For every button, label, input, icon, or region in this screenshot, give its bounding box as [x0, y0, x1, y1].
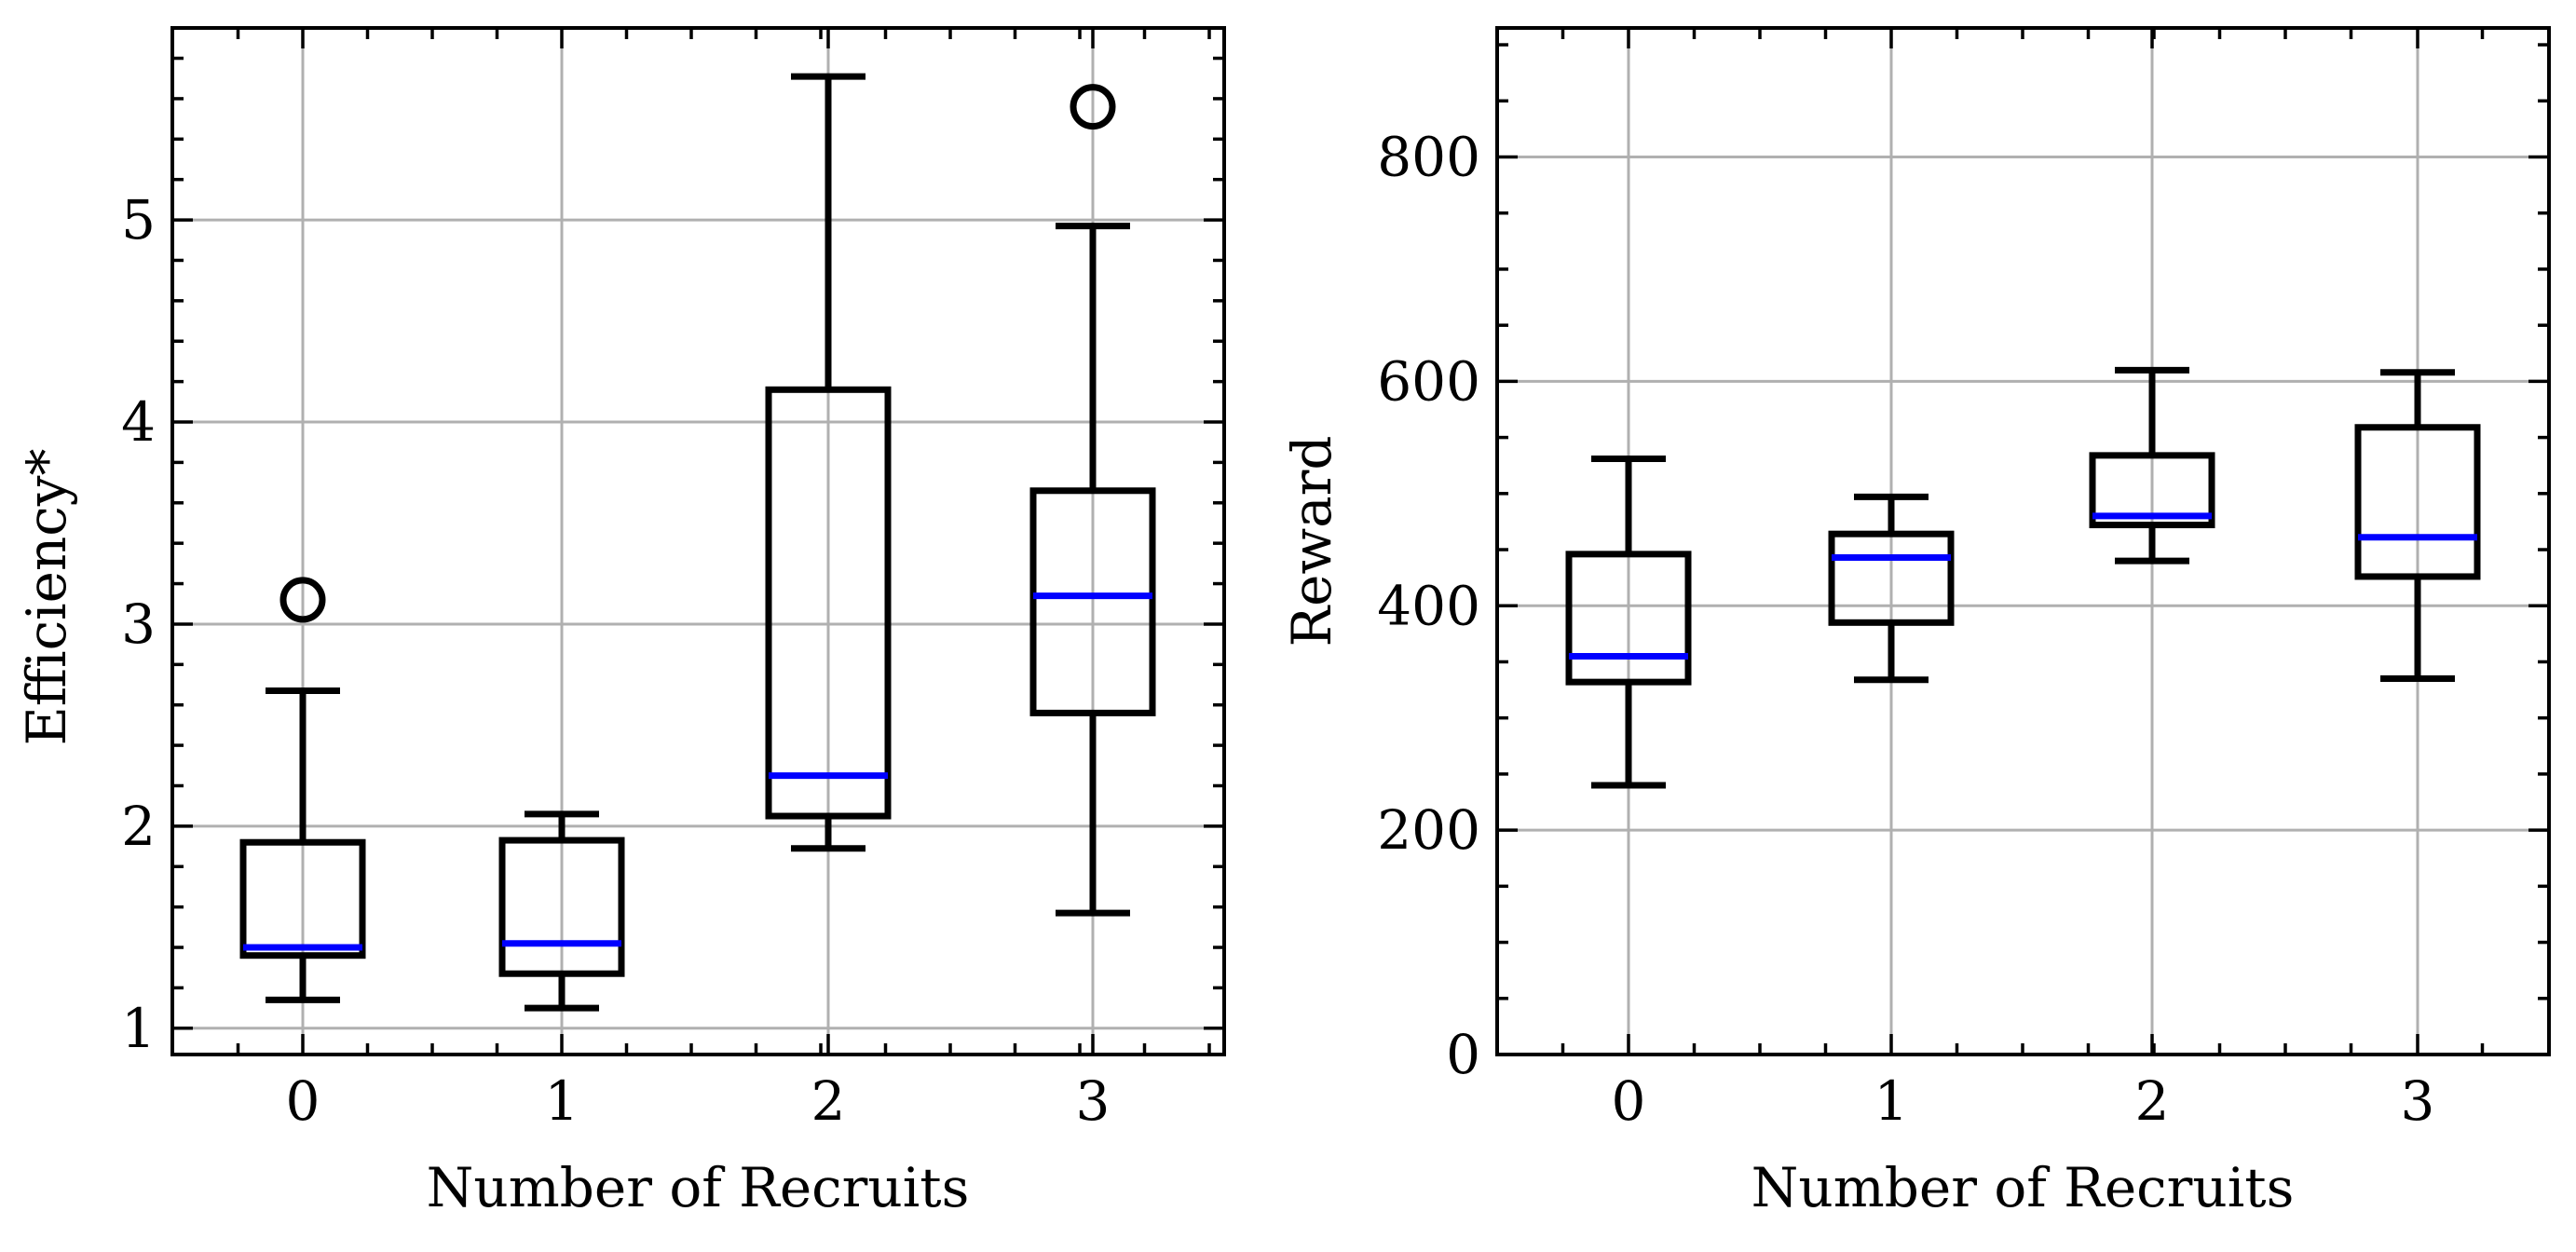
reward-y-tick-label: 400 [1377, 574, 1480, 637]
reward-cat-0-box [1565, 551, 1692, 686]
efficiency-cat-0-outlier [279, 577, 326, 623]
reward-y-tick-label: 800 [1377, 126, 1480, 189]
reward-y-axis-title: Reward [1280, 435, 1343, 646]
reward-x-tick-label: 3 [2401, 1069, 2435, 1133]
reward-x-tick-label: 0 [1612, 1069, 1646, 1133]
efficiency-x-tick-label: 0 [286, 1069, 320, 1133]
efficiency-cat-3-box [1029, 487, 1156, 716]
efficiency-axes-frame [170, 26, 1226, 1056]
efficiency-cat-2-box [765, 386, 892, 820]
reward-x-tick-label: 1 [1874, 1069, 1909, 1133]
reward-cat-1-box [1828, 530, 1955, 626]
reward-x-axis-title: Number of Recruits [1751, 1156, 2295, 1219]
efficiency-y-tick-label: 5 [121, 188, 156, 252]
efficiency-y-tick-label: 2 [121, 795, 156, 858]
reward-y-tick-label: 200 [1377, 798, 1480, 862]
reward-cat-2-box [2089, 452, 2215, 529]
reward-y-tick-label: 0 [1446, 1023, 1480, 1086]
efficiency-cat-1-box [498, 837, 625, 977]
reward-panel: Number of Recruits Reward 0 200 400 600 800 0… [1280, 26, 2551, 1219]
efficiency-x-tick-label: 1 [545, 1069, 579, 1133]
reward-cat-3-box [2354, 424, 2481, 580]
efficiency-panel: Number of Recruits Efficiency* 1 2 3 4 5 0 1 2 3 [15, 26, 1226, 1219]
efficiency-x-tick-label: 2 [811, 1069, 846, 1133]
efficiency-y-axis-title: Efficiency* [15, 448, 78, 745]
efficiency-y-tick-label: 1 [121, 997, 156, 1060]
efficiency-x-axis-title: Number of Recruits [427, 1156, 970, 1219]
reward-axes-frame [1495, 26, 2551, 1056]
efficiency-x-tick-label: 3 [1076, 1069, 1111, 1133]
efficiency-cat-0-box [239, 838, 366, 959]
efficiency-y-tick-label: 3 [121, 592, 156, 656]
reward-y-tick-label: 600 [1377, 349, 1480, 413]
efficiency-cat-3-outlier [1070, 84, 1116, 130]
reward-x-tick-label: 2 [2135, 1069, 2170, 1133]
efficiency-y-tick-label: 4 [121, 390, 156, 454]
